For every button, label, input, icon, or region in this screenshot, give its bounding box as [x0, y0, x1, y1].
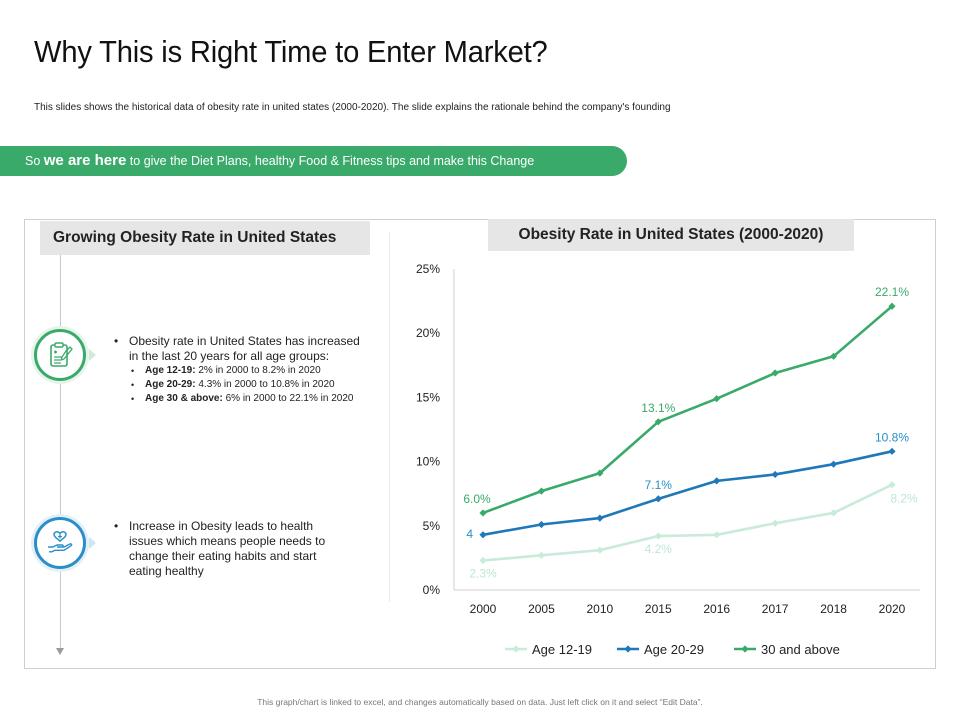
data-label: 13.1% [641, 401, 675, 415]
y-tick-label: 15% [416, 390, 440, 404]
page-title: Why This is Right Time to Enter Market? [34, 34, 548, 69]
data-label: 2.3% [469, 566, 497, 580]
data-label: 4 [466, 527, 473, 541]
legend-marker [741, 645, 749, 653]
mission-banner: So we are here to give the Diet Plans, h… [0, 146, 627, 176]
age-group-text: 6% in 2000 to 22.1% in 2020 [222, 393, 354, 404]
data-point-marker [479, 556, 487, 565]
data-point-marker [713, 395, 721, 403]
clipboard-health-icon [34, 329, 86, 381]
data-point-marker [771, 369, 779, 377]
data-label: 10.8% [875, 430, 909, 444]
y-tick-label: 20% [416, 326, 440, 340]
content-panel [24, 219, 936, 669]
data-point-marker [479, 509, 487, 517]
y-tick-label: 0% [423, 583, 441, 597]
page-subtitle: This slides shows the historical data of… [34, 102, 671, 113]
legend-label: Age 20-29 [644, 642, 704, 657]
left-panel-heading: Growing Obesity Rate in United States [40, 221, 370, 255]
obesity-increase-point: Obesity rate in United States has increa… [114, 334, 369, 406]
data-point-marker [888, 481, 896, 489]
data-point-marker [596, 546, 604, 554]
data-point-marker [596, 514, 604, 522]
hand-heart-icon [34, 517, 86, 569]
chart-title: Obesity Rate in United States (2000-2020… [488, 219, 854, 251]
legend-marker [512, 645, 520, 653]
x-tick-label: 2000 [470, 602, 497, 616]
age-group-label: Age 12-19: [145, 365, 196, 376]
series-line [482, 450, 893, 537]
x-tick-label: 2015 [645, 602, 672, 616]
data-label: 22.1% [875, 285, 909, 299]
banner-emphasis: we are here [43, 152, 127, 169]
timeline-line [60, 255, 61, 650]
age-group-label: Age 30 & above: [145, 393, 223, 404]
data-point-marker [596, 469, 604, 477]
pointer-arrow-icon [89, 349, 96, 361]
age-group-list: Age 12-19: 2% in 2000 to 8.2% in 2020 Ag… [114, 364, 369, 406]
data-point-marker [713, 531, 721, 539]
age-group-text: 2% in 2000 to 8.2% in 2020 [195, 365, 321, 376]
data-point-marker [829, 460, 838, 468]
point-text: Increase in Obesity leads to health issu… [114, 519, 329, 579]
data-point-marker [654, 532, 662, 540]
age-group-item: Age 12-19: 2% in 2000 to 8.2% in 2020 [131, 364, 369, 378]
data-point-marker [537, 551, 546, 559]
legend-label: Age 12-19 [532, 642, 592, 657]
y-tick-label: 25% [416, 262, 440, 276]
data-point-marker [654, 495, 662, 503]
footer-note: This graph/chart is linked to excel, and… [257, 697, 703, 707]
data-point-marker [713, 477, 721, 485]
data-label: 6.0% [463, 492, 491, 506]
legend-marker [624, 645, 632, 653]
y-tick-label: 10% [416, 455, 440, 469]
point-text: Obesity rate in United States has increa… [114, 334, 369, 364]
x-tick-label: 2010 [587, 602, 614, 616]
age-group-item: Age 20-29: 4.3% in 2000 to 10.8% in 2020 [131, 378, 369, 392]
data-label: 7.1% [645, 478, 673, 492]
data-point-marker [829, 509, 838, 517]
x-tick-label: 2020 [879, 602, 906, 616]
series-line [482, 305, 893, 515]
data-point-marker [888, 447, 896, 455]
age-group-text: 4.3% in 2000 to 10.8% in 2020 [195, 379, 335, 390]
x-tick-label: 2005 [528, 602, 555, 616]
y-tick-label: 5% [423, 519, 441, 533]
panel-divider [389, 232, 390, 602]
health-issues-point: Increase in Obesity leads to health issu… [114, 519, 329, 579]
legend-label: 30 and above [761, 642, 840, 657]
data-point-marker [771, 470, 779, 479]
data-point-marker [829, 352, 838, 360]
data-point-marker [771, 519, 779, 527]
data-label: 8.2% [890, 492, 918, 506]
data-point-marker [888, 302, 896, 310]
data-point-marker [479, 531, 487, 539]
age-group-label: Age 20-29: [145, 379, 196, 390]
data-label: 4.2% [645, 542, 673, 556]
x-tick-label: 2017 [762, 602, 789, 616]
banner-text: to give the Diet Plans, healthy Food & F… [126, 154, 535, 168]
series-line [482, 483, 893, 562]
data-point-marker [537, 520, 546, 529]
timeline-arrow-icon [56, 648, 64, 655]
data-point-marker [537, 487, 546, 495]
x-tick-label: 2018 [820, 602, 847, 616]
age-group-item: Age 30 & above: 6% in 2000 to 22.1% in 2… [131, 392, 369, 406]
data-point-marker [654, 418, 662, 426]
pointer-arrow-icon [89, 537, 96, 549]
banner-prefix: So [25, 154, 44, 168]
x-tick-label: 2016 [703, 602, 730, 616]
